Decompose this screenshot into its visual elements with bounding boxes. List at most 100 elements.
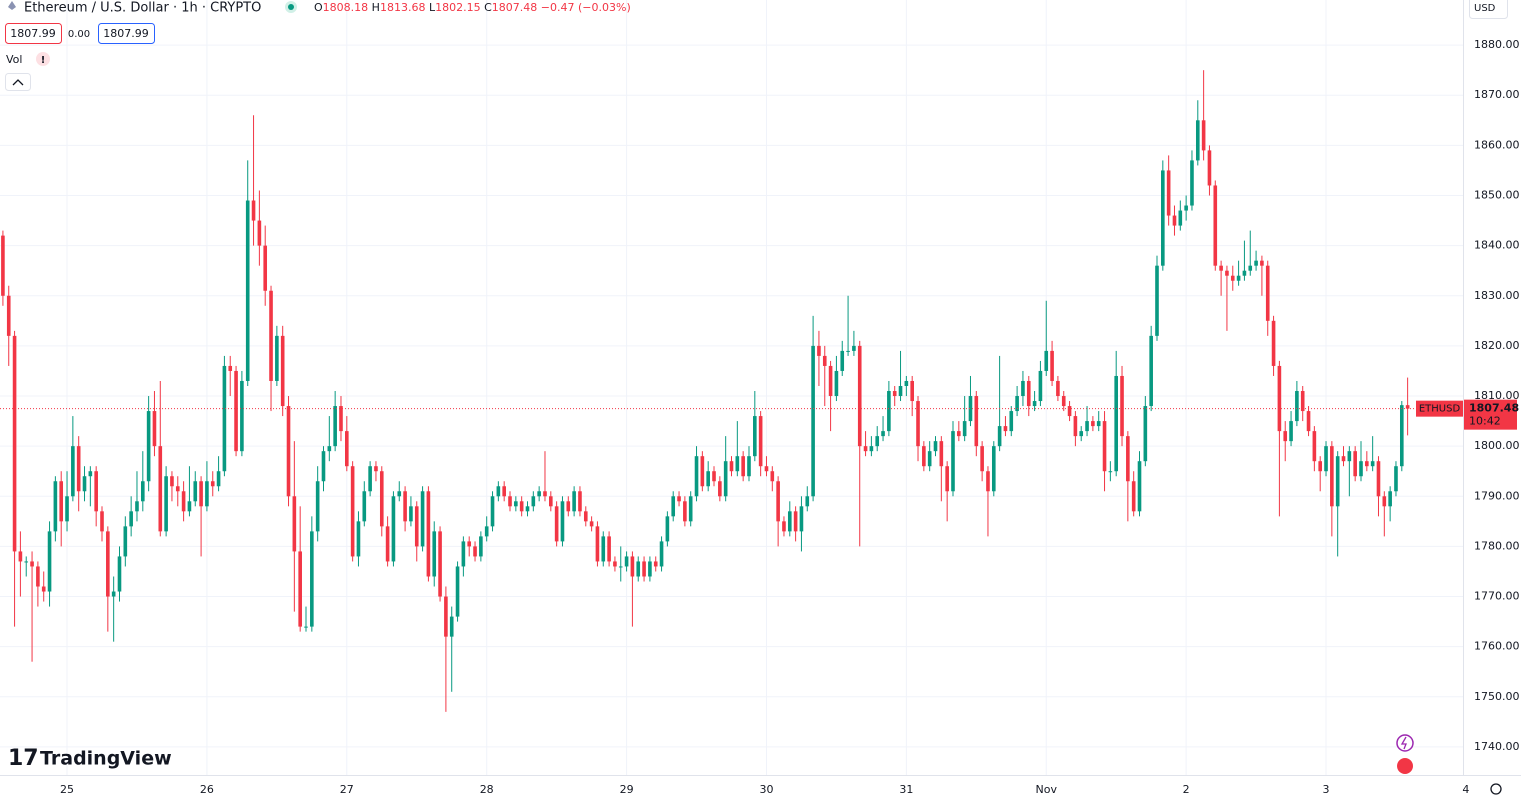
x-tick-label: 31 bbox=[899, 783, 913, 796]
candle-body bbox=[1073, 416, 1078, 437]
candle-body bbox=[1, 235, 5, 296]
candle-body bbox=[642, 561, 646, 577]
candle-body bbox=[986, 471, 990, 492]
candle-body bbox=[1312, 431, 1317, 462]
ask-button[interactable] bbox=[98, 23, 155, 44]
currency[interactable]: USD bbox=[1474, 3, 1496, 14]
ohlc-legend: O1808.18 H1813.68 L1802.15 C1807.48 −0.4… bbox=[314, 1, 631, 14]
market-status-dot bbox=[288, 4, 294, 10]
candle-body bbox=[554, 506, 559, 542]
ask[interactable]: 1807.99 bbox=[103, 27, 149, 40]
candle-body bbox=[1184, 205, 1188, 211]
collapse-button[interactable] bbox=[5, 73, 31, 91]
candle-body bbox=[1324, 446, 1328, 472]
candle-body bbox=[339, 406, 343, 432]
candle-body bbox=[822, 355, 827, 366]
x-tick-label: 30 bbox=[759, 783, 773, 796]
candle-body bbox=[397, 491, 402, 497]
candle-body bbox=[887, 391, 891, 432]
bid[interactable]: 1807.99 bbox=[10, 27, 56, 40]
candle-body bbox=[1050, 350, 1054, 381]
y-tick-label: 1830.00 bbox=[1474, 289, 1520, 302]
candle-body bbox=[1289, 421, 1293, 442]
candle-body bbox=[980, 446, 984, 472]
candle-body bbox=[1219, 265, 1223, 271]
price-label-box bbox=[1464, 399, 1517, 430]
candle-body bbox=[146, 411, 151, 482]
y-tick-label: 1770.00 bbox=[1474, 590, 1520, 603]
x-tick-label: 29 bbox=[620, 783, 634, 796]
candle-body bbox=[1207, 150, 1212, 186]
symbol-title: Ethereum / U.S. Dollar · 1h · CRYPTO bbox=[24, 1, 261, 16]
volume-warning[interactable] bbox=[36, 52, 50, 66]
last-price: 1807.48 bbox=[1469, 402, 1519, 415]
candle-body bbox=[444, 596, 448, 637]
brand-logo: 17 bbox=[8, 746, 39, 771]
candle-body bbox=[385, 526, 390, 562]
candle-body bbox=[269, 290, 273, 381]
candle-body bbox=[1091, 421, 1095, 427]
candle-body bbox=[181, 491, 186, 512]
candle-body bbox=[1254, 260, 1258, 266]
y-tick-label: 1780.00 bbox=[1474, 539, 1520, 552]
candle-body bbox=[1300, 391, 1305, 412]
candle-body bbox=[514, 501, 518, 507]
candle-body bbox=[508, 496, 512, 507]
candle-body bbox=[30, 561, 34, 567]
bid-button[interactable] bbox=[5, 23, 62, 44]
candle-body bbox=[1388, 491, 1392, 507]
y-tick-label: 1870.00 bbox=[1474, 88, 1520, 101]
candle-body bbox=[193, 481, 198, 502]
candle-body bbox=[997, 426, 1002, 447]
candle-body bbox=[467, 541, 472, 547]
candle-body bbox=[1376, 461, 1381, 497]
candle-body bbox=[484, 526, 489, 537]
flag-icon[interactable] bbox=[1397, 758, 1413, 774]
candle-body bbox=[175, 486, 180, 492]
candle-body bbox=[292, 496, 297, 552]
ohlc-value: 1813.68 bbox=[380, 1, 426, 14]
candle-body bbox=[222, 365, 227, 472]
candle-body bbox=[630, 556, 635, 577]
candle-body bbox=[1021, 380, 1025, 397]
x-tick-label: 3 bbox=[1323, 783, 1330, 796]
candles bbox=[1, 70, 1410, 712]
candle-body bbox=[379, 471, 384, 527]
candle-body bbox=[1230, 275, 1235, 281]
collapse-icon bbox=[12, 79, 24, 86]
candle-body bbox=[1061, 396, 1066, 407]
candle-body bbox=[583, 511, 588, 522]
candle-body bbox=[718, 481, 722, 497]
candle-body bbox=[1015, 396, 1019, 412]
candle-body bbox=[280, 335, 285, 407]
countdown: 10:42 bbox=[1469, 415, 1501, 428]
candle-body bbox=[432, 531, 437, 577]
events-icon[interactable] bbox=[1396, 734, 1414, 752]
candle-body bbox=[1108, 471, 1113, 473]
candle-body bbox=[1260, 260, 1264, 266]
candle-body bbox=[613, 561, 617, 567]
currency-button[interactable] bbox=[1469, 0, 1508, 19]
candle-body bbox=[922, 446, 926, 467]
candle-body bbox=[892, 391, 897, 397]
candle-body bbox=[368, 466, 372, 492]
candle-body bbox=[170, 476, 174, 487]
candle-body bbox=[1044, 350, 1049, 371]
candle-body bbox=[607, 536, 611, 562]
y-tick-label: 1880.00 bbox=[1474, 38, 1520, 51]
candle-body bbox=[817, 345, 821, 356]
candle-body bbox=[694, 456, 699, 497]
spread: 0.00 bbox=[68, 29, 90, 40]
settings-icon[interactable] bbox=[1490, 783, 1502, 795]
candle-body bbox=[1079, 431, 1084, 437]
candle-body bbox=[1161, 170, 1165, 266]
candle-body bbox=[1242, 270, 1247, 276]
candle-body bbox=[712, 471, 716, 482]
candle-body bbox=[1271, 320, 1276, 366]
candle-body bbox=[1365, 461, 1369, 467]
candle-body bbox=[1137, 461, 1142, 512]
candle-body bbox=[228, 365, 233, 371]
brand: TradingView bbox=[40, 748, 172, 770]
candle-body bbox=[1131, 481, 1136, 512]
